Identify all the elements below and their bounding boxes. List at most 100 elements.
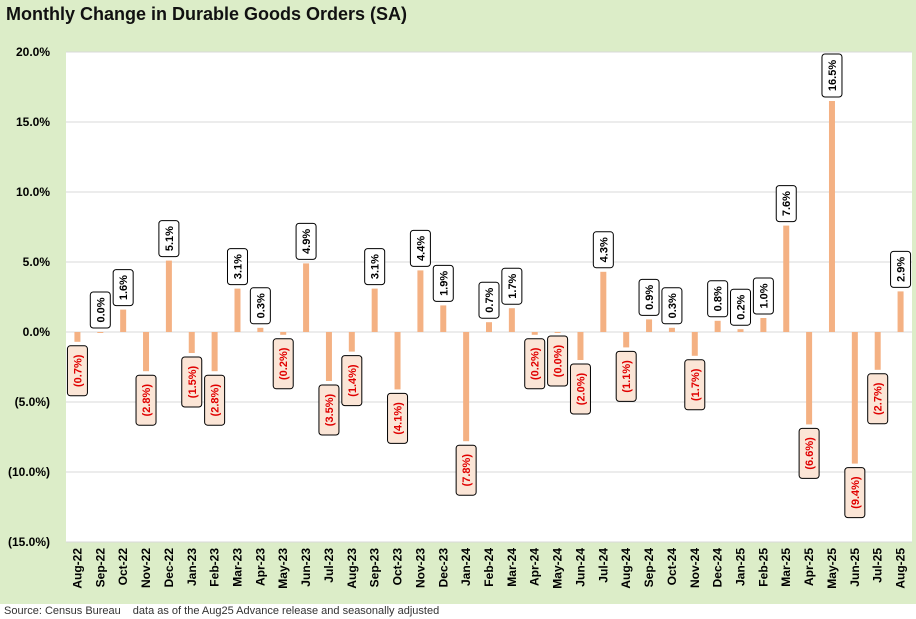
data-label-box <box>707 280 729 318</box>
data-label-box <box>112 269 134 307</box>
x-tick-label: Mar-24 <box>505 548 519 587</box>
data-label-text: (0.7%) <box>72 354 84 387</box>
data-label-box <box>684 359 706 411</box>
data-label-text: 0.3% <box>255 293 267 318</box>
data-label: 5.1% <box>158 220 180 258</box>
data-label-box <box>798 427 820 479</box>
bar <box>577 332 584 360</box>
data-label-box <box>615 350 637 402</box>
data-label-text: (0.0%) <box>553 344 565 377</box>
bar <box>74 332 81 342</box>
bar <box>874 332 881 370</box>
data-label-text: 4.9% <box>301 229 313 254</box>
x-tick-label: Feb-23 <box>208 548 222 587</box>
x-tick-label: Jan-25 <box>734 548 748 586</box>
bar <box>531 332 538 335</box>
data-label: 1.6% <box>112 269 134 307</box>
bar <box>508 308 515 332</box>
data-label-box <box>249 287 271 325</box>
data-label: (0.0%) <box>547 335 569 387</box>
x-tick-label: Sep-23 <box>368 548 382 588</box>
x-tick-label: Nov-24 <box>688 548 702 588</box>
y-tick-label: (15.0%) <box>8 535 50 549</box>
data-label-text: 4.4% <box>415 236 427 261</box>
data-label-box <box>158 220 180 258</box>
data-label-text: 2.9% <box>896 257 908 282</box>
x-tick-label: Dec-22 <box>162 548 176 588</box>
bar <box>623 332 630 348</box>
data-label-text: (2.8%) <box>210 384 222 417</box>
x-tick-label: Aug-23 <box>345 548 359 589</box>
bar <box>760 318 767 332</box>
data-label-text: 1.9% <box>438 271 450 296</box>
x-tick-label: Apr-25 <box>802 548 816 586</box>
data-label-box <box>661 287 683 325</box>
y-tick-label: 0.0% <box>23 325 51 339</box>
x-tick-label: Aug-24 <box>619 548 633 589</box>
bar <box>486 322 492 332</box>
y-tick-label: 15.0% <box>16 115 50 129</box>
data-label: 1.9% <box>432 264 454 302</box>
x-tick-label: Oct-22 <box>116 548 130 586</box>
x-tick-label: Jul-23 <box>322 548 336 583</box>
data-label-box <box>730 288 752 326</box>
x-tick-label: May-25 <box>825 548 839 589</box>
x-tick-label: Sep-24 <box>642 548 656 588</box>
data-label-box <box>364 248 386 286</box>
data-label-text: (0.2%) <box>278 347 290 380</box>
data-label-box <box>752 277 774 315</box>
data-label-text: (1.5%) <box>187 365 199 398</box>
data-label-text: 1.0% <box>758 283 770 308</box>
bar <box>280 332 287 335</box>
data-label-box <box>638 278 660 316</box>
data-label: (1.4%) <box>341 355 363 407</box>
bar <box>120 309 127 332</box>
bar <box>417 270 424 332</box>
x-tick-label: Nov-23 <box>413 548 427 588</box>
data-label: (4.1%) <box>387 392 409 444</box>
data-label: (1.7%) <box>684 359 706 411</box>
data-label-text: (2.7%) <box>873 382 885 415</box>
data-label-text: (4.1%) <box>393 402 405 435</box>
bar <box>325 332 332 381</box>
data-label: (3.5%) <box>318 384 340 436</box>
data-label-box <box>341 355 363 407</box>
chart-title: Monthly Change in Durable Goods Orders (… <box>6 4 408 24</box>
data-label: 16.5% <box>821 53 843 98</box>
data-label: 0.3% <box>249 287 271 325</box>
data-label-box <box>455 444 477 496</box>
data-label: (2.0%) <box>569 363 591 415</box>
data-label-box <box>226 248 248 286</box>
data-label-box <box>204 374 226 426</box>
data-label-text: (2.8%) <box>141 384 153 417</box>
data-label-box <box>775 185 797 223</box>
bar <box>600 271 607 332</box>
data-label-text: 0.2% <box>736 294 748 319</box>
data-label: 4.3% <box>592 231 614 269</box>
data-label: (7.8%) <box>455 444 477 496</box>
bar <box>211 332 218 372</box>
x-tick-label: Jan-24 <box>459 548 473 586</box>
data-label-text: 3.1% <box>370 254 382 279</box>
x-tick-label: Aug-25 <box>894 548 908 589</box>
footer-source-line: Source: Census Bureau data as of the Aug2… <box>4 605 439 617</box>
bar <box>394 332 401 390</box>
data-label-text: (3.5%) <box>324 393 336 426</box>
x-tick-label: Mar-25 <box>779 548 793 587</box>
x-tick-label: Aug-22 <box>70 548 84 589</box>
data-label: 0.3% <box>661 287 683 325</box>
data-label-text: 3.1% <box>232 254 244 279</box>
data-label-box <box>547 335 569 387</box>
bar-chart: 20.0% 15.0% 10.0% 5.0% 0.0% (5.0%) (10.0%) (15.… <box>8 45 912 589</box>
x-tick-label: Jun-23 <box>299 548 313 587</box>
source-text: Source: Census Bureau <box>4 605 121 617</box>
data-label: (0.2%) <box>524 338 546 390</box>
data-label-box <box>569 363 591 415</box>
data-label: (1.5%) <box>181 356 203 408</box>
bar <box>851 332 858 464</box>
y-tick-label: 5.0% <box>23 255 51 269</box>
data-label: 4.9% <box>295 222 317 260</box>
data-label: 1.7% <box>501 267 523 305</box>
data-label-text: 16.5% <box>827 60 839 91</box>
bar <box>554 332 561 333</box>
